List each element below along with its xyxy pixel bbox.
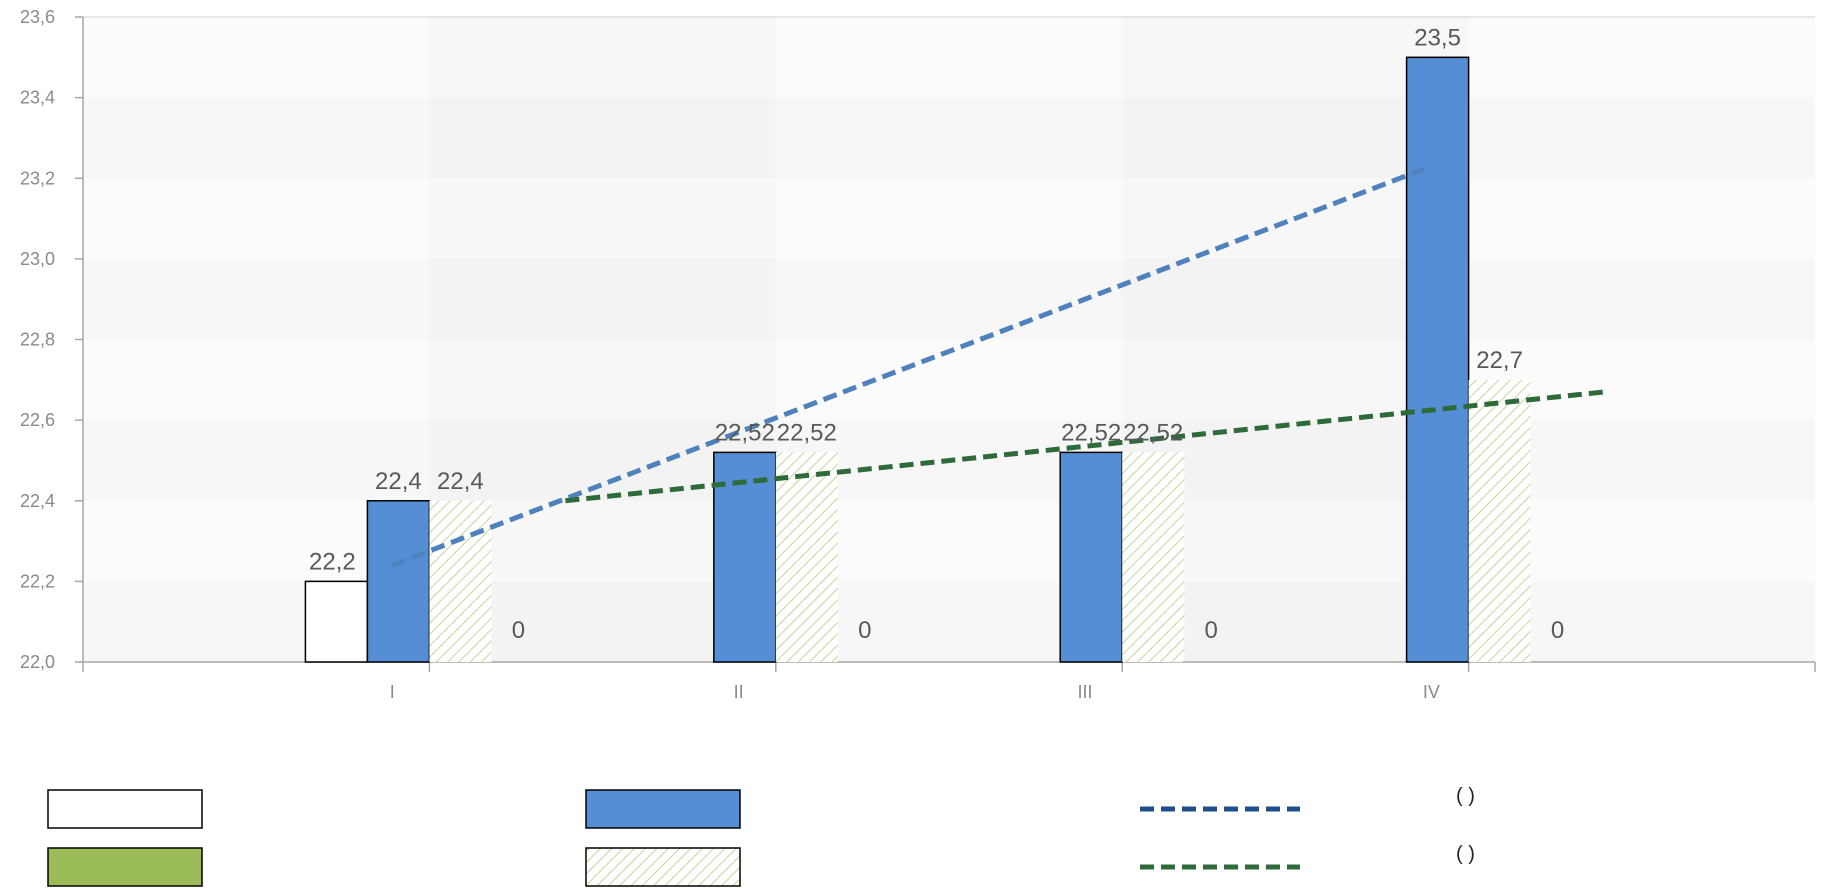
data-label-hatched: 22,52 [777,419,837,446]
bar-hatched [429,500,492,662]
y-tick-label: 22,6 [20,410,55,430]
data-label-blue: 22,52 [1061,419,1121,446]
y-tick-label: 23,2 [20,168,55,188]
bar-hatched [1122,452,1185,662]
grid-band [83,178,1815,259]
data-label-green: 0 [858,617,871,644]
bar-blue [366,500,431,663]
bar-blue [713,451,777,663]
y-tick-label: 22,8 [20,330,55,350]
legend-swatch-blue [585,789,741,829]
data-label-hatched: 22,7 [1476,347,1523,374]
y-tick-label: 23,4 [20,88,55,108]
x-tick-label: I [390,682,395,702]
bars [304,56,1531,663]
x-tick-label: III [1077,682,1092,702]
blue-trend [391,163,1433,568]
trendlines [391,163,1605,568]
bar-blue [1405,56,1470,663]
legend-swatch-hatched [585,847,741,887]
data-label-blue: 22,52 [715,419,775,446]
data-label-green: 0 [512,617,525,644]
bar-white [304,580,369,663]
data-label-green: 0 [1205,617,1218,644]
y-tick-label: 22,0 [20,652,55,672]
legend-swatch-white [47,789,203,829]
data-label-blue: 23,5 [1414,24,1461,51]
legend-line-text: ( ) [1456,785,1475,807]
data-label-green: 0 [1551,617,1564,644]
data-label-hatched: 22,4 [437,468,484,495]
y-tick-label: 23,0 [20,249,55,269]
bar-hatched [1468,379,1531,662]
data-label-hatched: 22,52 [1123,419,1183,446]
grid-band [83,97,1815,179]
green-trend [565,389,1605,504]
x-tick-label: II [734,682,744,702]
data-label-blue: 22,4 [375,468,422,495]
legend-line-text: ( ) [1456,843,1475,865]
y-tick-label: 22,4 [20,491,55,511]
bar-hatched [775,452,838,662]
y-tick-label: 23,6 [20,7,55,27]
y-tick-label: 22,2 [20,571,55,591]
x-tick-label: IV [1423,682,1440,702]
bar-blue [1059,451,1123,663]
grid-band [83,258,1815,340]
legend: ( ) ( ) [47,785,1475,887]
axes: 22,022,222,422,622,823,023,223,423,6I II I… [20,7,1816,702]
data-label-white: 22,2 [309,548,356,575]
legend-swatch-green [47,847,203,887]
grid-band [83,17,1815,98]
